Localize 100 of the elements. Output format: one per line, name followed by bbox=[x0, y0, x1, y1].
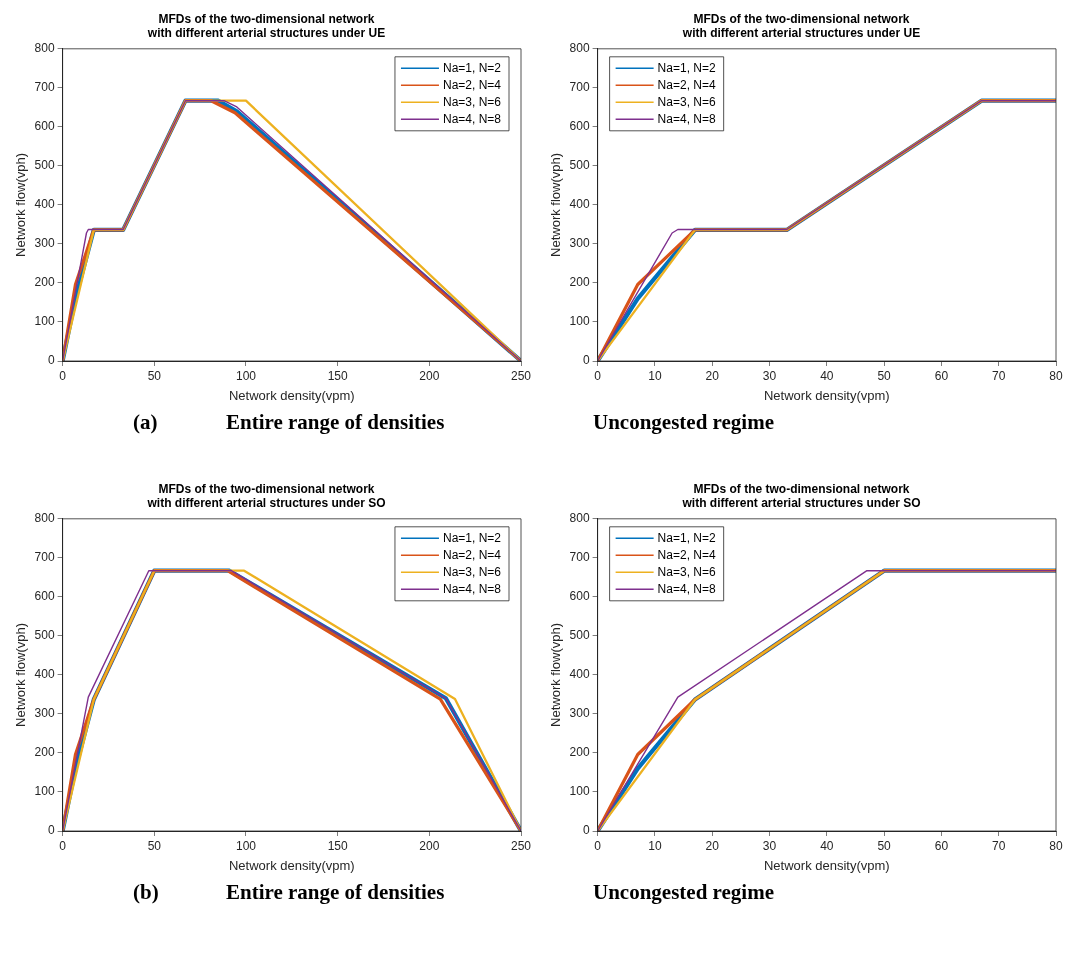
x-tick-label: 0 bbox=[59, 838, 67, 853]
chart-title: MFDs of the two-dimensional network with different arterial structures under SO bbox=[681, 481, 921, 510]
text: (b) bbox=[133, 880, 159, 905]
text: Uncongested regime bbox=[593, 880, 774, 905]
x-tick-label: 60 bbox=[934, 368, 949, 383]
y-tick-label: 500 bbox=[569, 628, 590, 643]
y-tick-label: 600 bbox=[569, 119, 590, 134]
x-tick-label: 50 bbox=[147, 838, 162, 853]
chart-title: MFDs of the two-dimensional network with different arterial structures under UE bbox=[681, 11, 921, 40]
x-tick-label: 50 bbox=[877, 838, 892, 853]
y-axis-title: Network flow(vph) bbox=[548, 622, 564, 727]
y-tick-label: 0 bbox=[582, 823, 590, 838]
legend-label: Na=3, N=6 bbox=[657, 94, 716, 109]
y-tick-label: 100 bbox=[34, 314, 55, 329]
y-tick-label: 100 bbox=[34, 784, 55, 799]
x-tick-label: 80 bbox=[1049, 368, 1063, 383]
x-axis-title: Network density(vpm) bbox=[228, 857, 355, 873]
text: (a) bbox=[133, 410, 158, 435]
legend-label: Na=4, N=8 bbox=[657, 111, 716, 126]
y-tick-label: 300 bbox=[34, 236, 55, 251]
y-tick-label: 800 bbox=[34, 511, 55, 526]
legend-label: Na=2, N=4 bbox=[442, 77, 502, 92]
text: Uncongested regime bbox=[593, 410, 774, 435]
x-tick-label: 80 bbox=[1049, 838, 1063, 853]
x-tick-label: 150 bbox=[327, 838, 348, 853]
x-axis-title: Network density(vpm) bbox=[763, 857, 890, 873]
y-tick-label: 500 bbox=[34, 628, 55, 643]
y-tick-label: 100 bbox=[569, 314, 590, 329]
chart-title: MFDs of the two-dimensional network with different arterial structures under SO bbox=[146, 481, 386, 510]
x-tick-label: 0 bbox=[59, 368, 67, 383]
x-tick-label: 10 bbox=[648, 368, 662, 383]
y-tick-label: 0 bbox=[47, 823, 55, 838]
y-tick-label: 500 bbox=[569, 158, 590, 173]
x-tick-label: 70 bbox=[992, 838, 1006, 853]
legend-label: Na=2, N=4 bbox=[657, 77, 716, 92]
x-tick-label: 40 bbox=[820, 368, 834, 383]
legend-label: Na=4, N=8 bbox=[442, 581, 502, 596]
y-tick-label: 800 bbox=[569, 41, 590, 56]
text: Entire range of densities bbox=[226, 880, 445, 905]
y-axis-title: Network flow(vph) bbox=[13, 152, 29, 257]
y-tick-label: 300 bbox=[569, 706, 590, 721]
y-axis-title: Network flow(vph) bbox=[548, 152, 564, 257]
legend-label: Na=3, N=6 bbox=[657, 564, 716, 579]
legend-label: Na=2, N=4 bbox=[657, 547, 716, 562]
x-tick-label: 200 bbox=[419, 368, 440, 383]
legend-label: Na=4, N=8 bbox=[657, 581, 716, 596]
y-tick-label: 600 bbox=[34, 119, 55, 134]
legend-label: Na=4, N=8 bbox=[442, 111, 502, 126]
x-axis-title: Network density(vpm) bbox=[763, 387, 890, 403]
y-tick-label: 700 bbox=[569, 80, 590, 95]
y-tick-label: 800 bbox=[569, 511, 590, 526]
y-tick-label: 400 bbox=[34, 197, 55, 212]
text: Entire range of densities bbox=[226, 410, 445, 435]
x-tick-label: 30 bbox=[762, 368, 777, 383]
x-tick-label: 200 bbox=[419, 838, 440, 853]
x-tick-label: 100 bbox=[235, 368, 257, 383]
y-tick-label: 600 bbox=[569, 589, 590, 604]
legend-label: Na=3, N=6 bbox=[442, 94, 502, 109]
x-tick-label: 50 bbox=[147, 368, 162, 383]
y-tick-label: 500 bbox=[34, 158, 55, 173]
y-tick-label: 400 bbox=[34, 667, 55, 682]
y-tick-label: 400 bbox=[569, 197, 590, 212]
x-tick-label: 40 bbox=[820, 838, 834, 853]
legend-label: Na=3, N=6 bbox=[442, 564, 502, 579]
x-tick-label: 0 bbox=[594, 368, 602, 383]
legend-label: Na=2, N=4 bbox=[442, 547, 502, 562]
y-tick-label: 0 bbox=[582, 353, 590, 368]
x-tick-label: 250 bbox=[510, 838, 532, 853]
x-tick-label: 10 bbox=[648, 838, 662, 853]
y-tick-label: 200 bbox=[34, 275, 55, 290]
legend-label: Na=1, N=2 bbox=[657, 530, 716, 545]
y-tick-label: 300 bbox=[34, 706, 55, 721]
legend-label: Na=1, N=2 bbox=[657, 60, 716, 75]
x-tick-label: 20 bbox=[705, 368, 720, 383]
y-axis-title: Network flow(vph) bbox=[13, 622, 29, 727]
y-tick-label: 300 bbox=[569, 236, 590, 251]
y-tick-label: 0 bbox=[47, 353, 55, 368]
x-tick-label: 60 bbox=[934, 838, 949, 853]
x-tick-label: 30 bbox=[762, 838, 777, 853]
legend-label: Na=1, N=2 bbox=[442, 60, 502, 75]
x-tick-label: 250 bbox=[510, 368, 532, 383]
y-tick-label: 200 bbox=[569, 275, 590, 290]
x-tick-label: 70 bbox=[992, 368, 1006, 383]
x-axis-title: Network density(vpm) bbox=[228, 387, 355, 403]
y-tick-label: 200 bbox=[34, 745, 55, 760]
y-tick-label: 700 bbox=[34, 80, 55, 95]
y-tick-label: 400 bbox=[569, 667, 590, 682]
x-tick-label: 20 bbox=[705, 838, 720, 853]
x-tick-label: 50 bbox=[877, 368, 892, 383]
legend-label: Na=1, N=2 bbox=[442, 530, 502, 545]
y-tick-label: 600 bbox=[34, 589, 55, 604]
y-tick-label: 200 bbox=[569, 745, 590, 760]
y-tick-label: 100 bbox=[569, 784, 590, 799]
x-tick-label: 100 bbox=[235, 838, 257, 853]
y-tick-label: 800 bbox=[34, 41, 55, 56]
x-tick-label: 0 bbox=[594, 838, 602, 853]
x-tick-label: 150 bbox=[327, 368, 348, 383]
y-tick-label: 700 bbox=[569, 550, 590, 565]
chart-title: MFDs of the two-dimensional network with different arterial structures under UE bbox=[146, 11, 386, 40]
y-tick-label: 700 bbox=[34, 550, 55, 565]
